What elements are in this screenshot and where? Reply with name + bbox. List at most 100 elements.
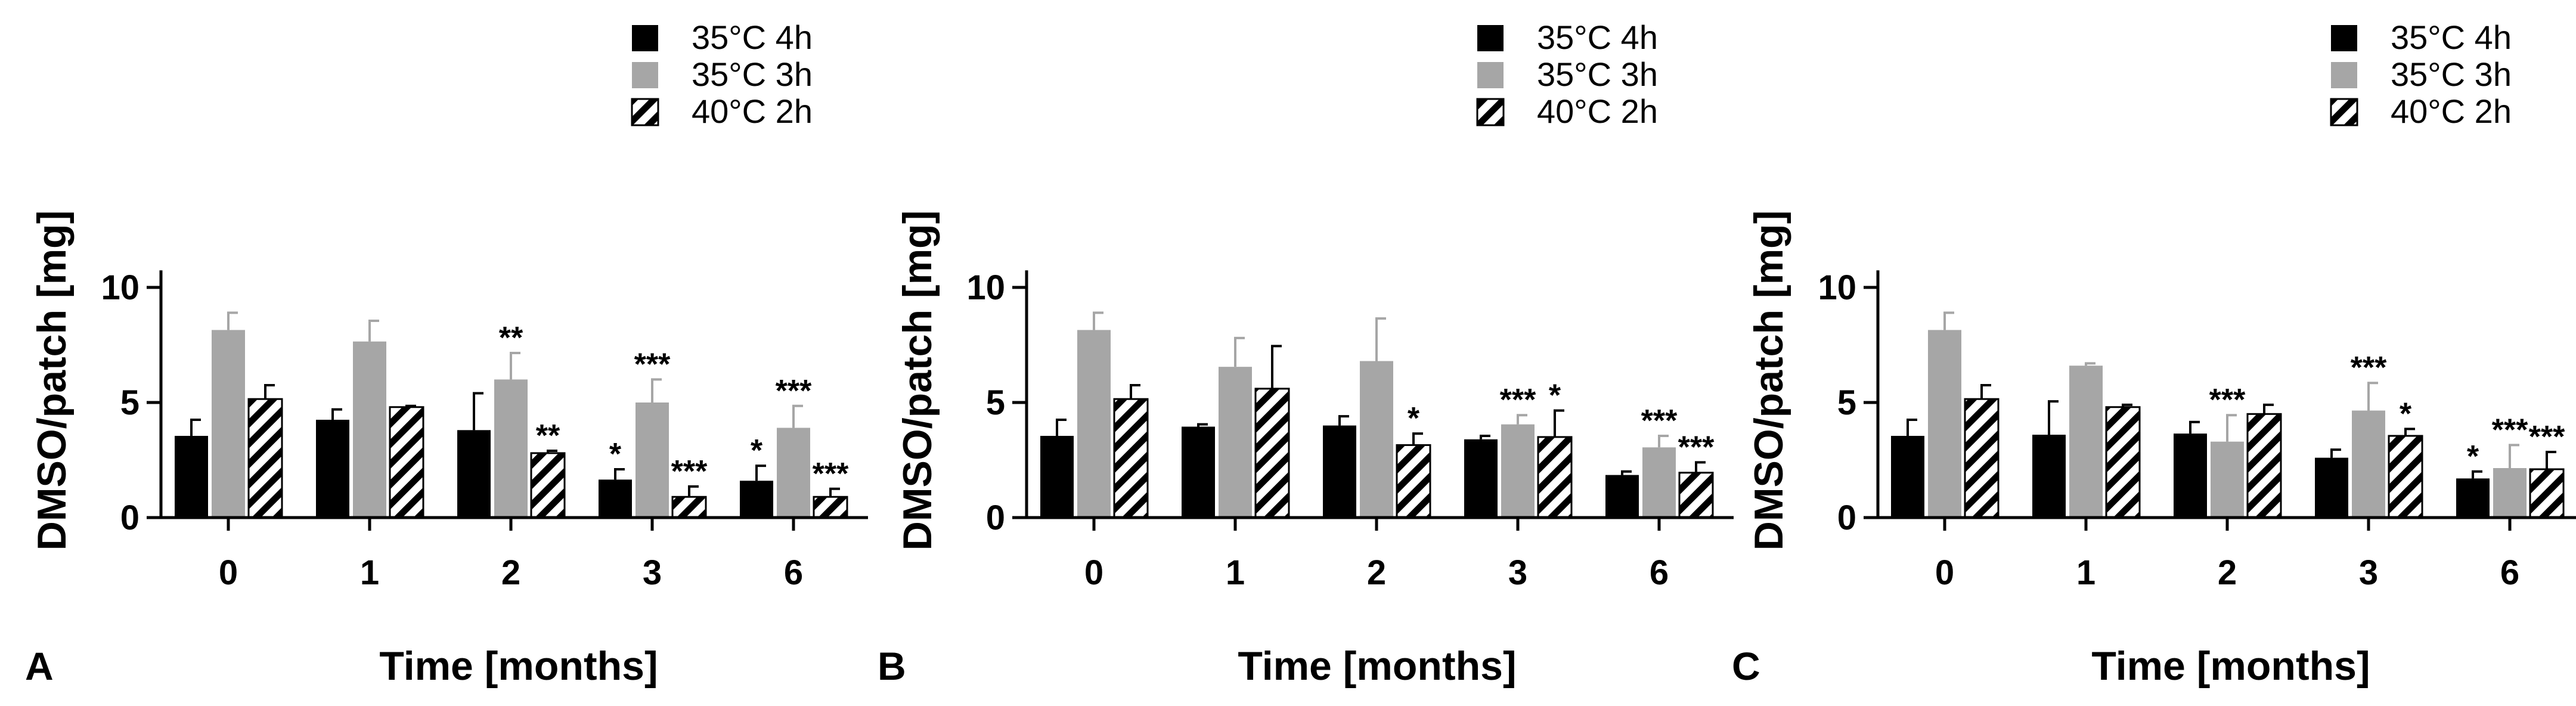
bar-3: [2529, 468, 2565, 519]
bar-3: [247, 398, 283, 519]
legend-swatch: [1476, 98, 1505, 126]
significance-label: ***: [1641, 404, 1678, 438]
legend-label: 40°C 2h: [692, 92, 813, 130]
significance-label: ***: [2529, 420, 2565, 454]
legend-swatch: [2331, 25, 2357, 51]
bar-1: [175, 435, 208, 518]
bar-2: [353, 341, 386, 518]
y-tick-label: 10: [1818, 268, 1856, 307]
x-tick-label: 0: [1084, 553, 1103, 592]
significance-label: *: [2400, 397, 2412, 431]
x-tick-label: 6: [1650, 553, 1669, 592]
x-tick-label: 1: [1226, 553, 1245, 592]
bar-2: [636, 402, 669, 518]
bar-1: [1605, 475, 1639, 518]
y-tick-label: 5: [120, 383, 140, 422]
bar-3: [2105, 406, 2141, 519]
bar-1: [1040, 435, 1074, 518]
bar-2: [1219, 367, 1252, 518]
bar-3: [1113, 398, 1149, 519]
legend-label: 35°C 3h: [692, 55, 813, 93]
bar-3: [1254, 388, 1290, 519]
bar-3: [2388, 435, 2423, 519]
bar-3: [530, 452, 566, 519]
significance-label: *: [1549, 379, 1561, 413]
bar-2: [2069, 366, 2103, 518]
significance-label: ***: [671, 454, 708, 489]
bar-3: [2246, 413, 2282, 519]
bar-2: [494, 379, 528, 518]
x-tick-label: 1: [360, 553, 379, 592]
x-tick-label: 1: [2076, 553, 2095, 592]
bar-2: [1928, 330, 1961, 518]
x-tick-label: 6: [2500, 553, 2519, 592]
bar-3: [1396, 444, 1431, 519]
bar-3: [1537, 436, 1573, 519]
bar-1: [316, 419, 349, 518]
significance-label: ***: [2492, 413, 2528, 447]
bar-1: [1464, 439, 1498, 518]
bar-1: [1891, 435, 1924, 518]
legend-label: 35°C 4h: [692, 18, 813, 56]
bar-1: [2174, 433, 2207, 518]
legend-swatch: [1477, 25, 1504, 51]
y-tick-label: 10: [966, 268, 1005, 307]
significance-label: ***: [1500, 383, 1536, 417]
legend-label: 35°C 3h: [1537, 55, 1658, 93]
legend-swatch: [2330, 98, 2358, 126]
significance-label: **: [536, 419, 560, 453]
x-tick-label: 6: [784, 553, 803, 592]
significance-label: *: [751, 433, 763, 468]
x-tick-label: 0: [1935, 553, 1954, 592]
y-tick-label: 0: [120, 498, 140, 537]
y-tick-label: 5: [986, 383, 1005, 422]
x-axis-title: Time [months]: [379, 643, 658, 689]
significance-label: ***: [776, 374, 812, 408]
significance-label: *: [1408, 401, 1420, 436]
x-tick-label: 3: [2359, 553, 2378, 592]
legend-swatch: [632, 25, 658, 51]
bar-2: [1077, 330, 1111, 518]
x-tick-label: 0: [219, 553, 238, 592]
x-tick-label: 2: [1367, 553, 1386, 592]
bar-3: [813, 496, 848, 519]
significance-label: *: [609, 437, 622, 472]
panel-letter: A: [25, 644, 54, 688]
bar-1: [1323, 425, 1356, 518]
x-tick-label: 3: [1508, 553, 1527, 592]
significance-label: *: [2467, 439, 2479, 474]
bar-3: [1678, 472, 1714, 519]
x-tick-label: 2: [501, 553, 520, 592]
y-tick-label: 10: [101, 268, 140, 307]
y-tick-label: 0: [1837, 498, 1856, 537]
significance-label: **: [499, 321, 523, 355]
bar-1: [457, 430, 491, 518]
legend-swatch: [631, 98, 659, 126]
legend-label: 35°C 3h: [2391, 55, 2512, 93]
bar-3: [389, 406, 424, 519]
y-axis-title: DMSO/patch [mg]: [29, 210, 75, 550]
x-tick-label: 3: [643, 553, 662, 592]
bar-1: [1182, 426, 1215, 518]
x-axis-title: Time [months]: [2091, 643, 2370, 689]
bar-1: [2315, 457, 2348, 518]
panel-letter: C: [1732, 644, 1760, 688]
significance-label: ***: [1678, 430, 1715, 465]
legend-swatch: [2331, 62, 2357, 88]
bar-2: [777, 428, 810, 518]
bar-1: [2456, 478, 2490, 518]
bar-2: [1642, 447, 1676, 518]
x-tick-label: 2: [2218, 553, 2237, 592]
bar-3: [1964, 398, 2000, 519]
bar-2: [2493, 468, 2527, 518]
bar-2: [212, 330, 245, 518]
significance-label: ***: [813, 457, 849, 491]
y-axis-title: DMSO/patch [mg]: [1746, 210, 1791, 550]
legend-swatch: [632, 62, 658, 88]
bar-3: [671, 496, 707, 519]
legend-label: 35°C 4h: [1537, 18, 1658, 56]
